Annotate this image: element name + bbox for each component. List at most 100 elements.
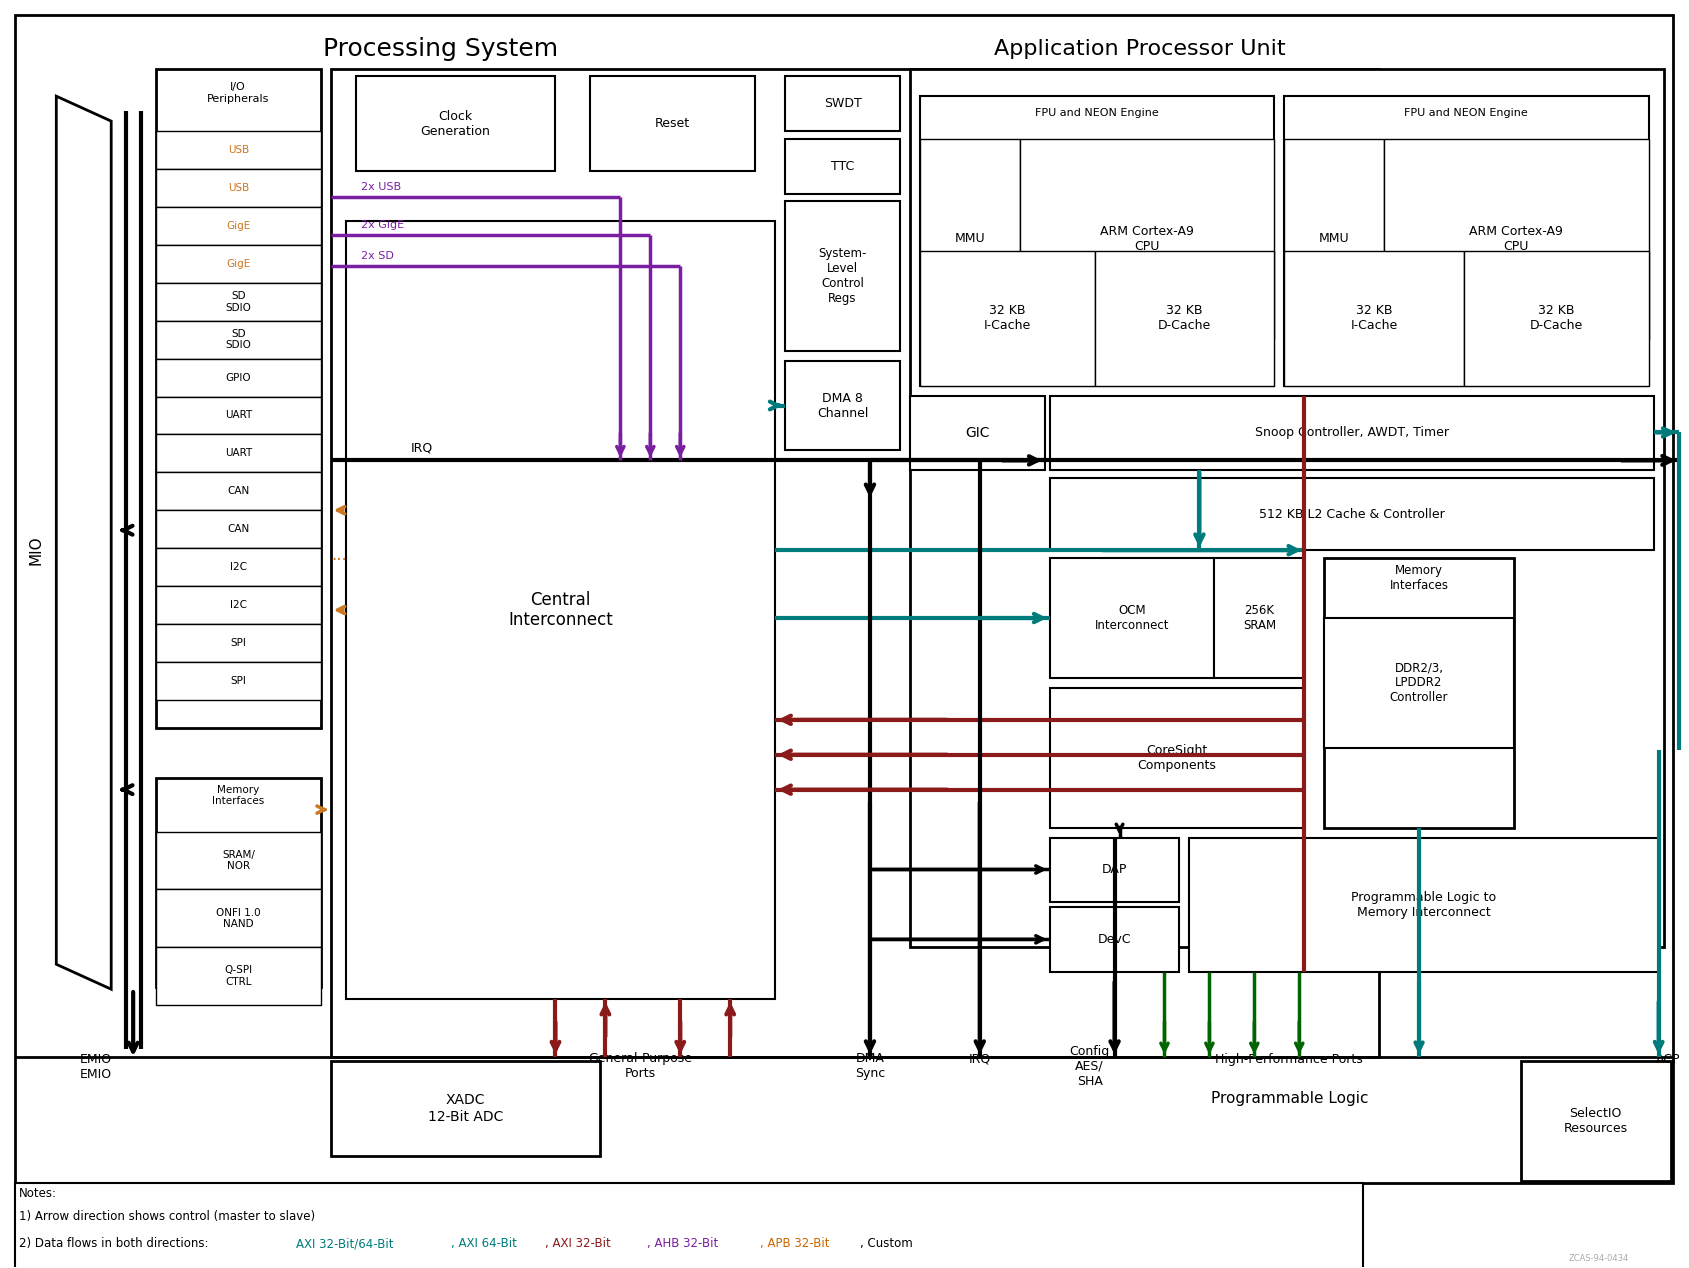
FancyBboxPatch shape [155, 889, 321, 947]
Text: CoreSight
Components: CoreSight Components [1137, 744, 1216, 772]
FancyBboxPatch shape [1214, 558, 1304, 678]
FancyBboxPatch shape [155, 662, 321, 700]
Text: Notes:: Notes: [19, 1187, 57, 1201]
Text: , Custom: , Custom [860, 1238, 912, 1250]
Text: CAN: CAN [228, 487, 250, 496]
FancyBboxPatch shape [346, 221, 775, 999]
FancyBboxPatch shape [785, 360, 899, 450]
Text: 2x USB: 2x USB [360, 183, 400, 191]
FancyBboxPatch shape [1284, 251, 1463, 385]
Text: Memory
Interfaces: Memory Interfaces [211, 785, 263, 806]
Text: UART: UART [225, 449, 252, 459]
FancyBboxPatch shape [1324, 618, 1513, 748]
FancyBboxPatch shape [1284, 139, 1383, 339]
Text: Reset: Reset [655, 117, 689, 131]
FancyBboxPatch shape [155, 207, 321, 245]
Text: ZCAS-94-0434: ZCAS-94-0434 [1567, 1254, 1628, 1263]
FancyBboxPatch shape [331, 1061, 600, 1156]
Polygon shape [56, 96, 111, 989]
Text: I2C: I2C [230, 600, 247, 610]
Text: Snoop Controller, AWDT, Timer: Snoop Controller, AWDT, Timer [1253, 426, 1447, 440]
FancyBboxPatch shape [155, 435, 321, 473]
Text: SWDT: SWDT [823, 98, 861, 110]
Text: 256K
SRAM: 256K SRAM [1241, 604, 1275, 631]
Text: USB: USB [228, 145, 248, 155]
FancyBboxPatch shape [155, 70, 321, 728]
FancyBboxPatch shape [155, 548, 321, 586]
Text: GigE: GigE [226, 259, 250, 269]
FancyBboxPatch shape [589, 76, 755, 171]
Text: ACP: ACP [1655, 1052, 1681, 1065]
Text: FPU and NEON Engine: FPU and NEON Engine [1404, 108, 1527, 118]
FancyBboxPatch shape [1094, 251, 1274, 385]
Text: EMIO: EMIO [79, 1068, 111, 1080]
FancyBboxPatch shape [1049, 478, 1654, 550]
Text: Memory
Interfaces: Memory Interfaces [1388, 564, 1447, 592]
Text: IRQ: IRQ [968, 1052, 990, 1065]
Text: ARM Cortex-A9
CPU: ARM Cortex-A9 CPU [1469, 224, 1562, 252]
FancyBboxPatch shape [155, 586, 321, 624]
FancyBboxPatch shape [785, 139, 899, 194]
Text: Central
Interconnect: Central Interconnect [508, 591, 613, 629]
Text: Processing System: Processing System [323, 37, 557, 61]
Text: 32 KB
D-Cache: 32 KB D-Cache [1157, 304, 1211, 332]
Text: , AXI 32-Bit: , AXI 32-Bit [546, 1238, 611, 1250]
FancyBboxPatch shape [1018, 139, 1274, 339]
FancyBboxPatch shape [919, 251, 1094, 385]
Text: SPI: SPI [230, 676, 247, 686]
FancyBboxPatch shape [155, 510, 321, 548]
Text: 32 KB
I-Cache: 32 KB I-Cache [1350, 304, 1397, 332]
FancyBboxPatch shape [1284, 96, 1648, 385]
Text: High-Performance Ports: High-Performance Ports [1214, 1052, 1363, 1065]
FancyBboxPatch shape [155, 473, 321, 510]
Text: SD
SDIO: SD SDIO [225, 290, 252, 312]
FancyBboxPatch shape [919, 96, 1274, 385]
Text: SD
SDIO: SD SDIO [225, 328, 252, 350]
FancyBboxPatch shape [331, 70, 1378, 1058]
FancyBboxPatch shape [15, 1183, 1363, 1268]
FancyBboxPatch shape [155, 359, 321, 397]
FancyBboxPatch shape [919, 139, 1018, 339]
FancyBboxPatch shape [1463, 251, 1648, 385]
FancyBboxPatch shape [155, 777, 321, 988]
Text: Programmable Logic to
Memory Interconnect: Programmable Logic to Memory Interconnec… [1351, 891, 1496, 919]
Text: Config
AES/
SHA: Config AES/ SHA [1069, 1045, 1110, 1088]
Text: 2) Data flows in both directions:: 2) Data flows in both directions: [19, 1238, 213, 1250]
Text: USB: USB [228, 183, 248, 193]
Text: I2C: I2C [230, 562, 247, 572]
Text: EMIO: EMIO [79, 1052, 111, 1065]
FancyBboxPatch shape [785, 76, 899, 131]
Text: SRAM/
NOR: SRAM/ NOR [221, 850, 255, 871]
Text: DAP: DAP [1101, 864, 1127, 876]
FancyBboxPatch shape [155, 169, 321, 207]
Text: MMU: MMU [1317, 232, 1350, 246]
Text: FPU and NEON Engine: FPU and NEON Engine [1034, 108, 1157, 118]
Text: GIC: GIC [964, 426, 990, 440]
Text: UART: UART [225, 411, 252, 421]
Text: TTC: TTC [831, 160, 853, 172]
Text: DevC: DevC [1098, 933, 1130, 946]
FancyBboxPatch shape [155, 624, 321, 662]
Text: DMA 8
Channel: DMA 8 Channel [816, 392, 868, 420]
Text: 512 KB L2 Cache & Controller: 512 KB L2 Cache & Controller [1258, 507, 1444, 521]
Text: Application Processor Unit: Application Processor Unit [993, 39, 1285, 60]
FancyBboxPatch shape [155, 397, 321, 435]
FancyBboxPatch shape [356, 76, 556, 171]
Text: GPIO: GPIO [226, 373, 252, 383]
FancyBboxPatch shape [1324, 558, 1513, 828]
FancyBboxPatch shape [1383, 139, 1648, 339]
Text: CAN: CAN [228, 524, 250, 534]
FancyBboxPatch shape [785, 200, 899, 351]
Text: System-
Level
Control
Regs: System- Level Control Regs [817, 247, 866, 304]
Text: Q-SPI
CTRL: Q-SPI CTRL [225, 965, 252, 987]
FancyBboxPatch shape [1189, 838, 1657, 973]
Text: XADC
12-Bit ADC: XADC 12-Bit ADC [427, 1093, 503, 1123]
Text: ···: ··· [331, 552, 346, 569]
Text: Programmable Logic: Programmable Logic [1209, 1092, 1366, 1107]
Text: SPI: SPI [230, 638, 247, 648]
FancyBboxPatch shape [909, 70, 1662, 947]
Text: 2x GigE: 2x GigE [360, 219, 404, 230]
Text: DDR2/3,
LPDDR2
Controller: DDR2/3, LPDDR2 Controller [1388, 662, 1447, 705]
Text: OCM
Interconnect: OCM Interconnect [1094, 604, 1169, 631]
Text: MMU: MMU [954, 232, 985, 246]
